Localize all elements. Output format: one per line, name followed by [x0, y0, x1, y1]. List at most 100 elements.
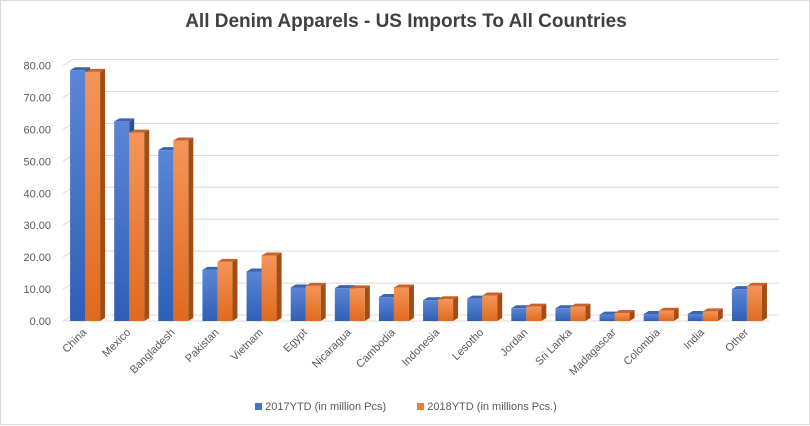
bar-top	[217, 258, 238, 262]
x-tick-label: Mexico	[100, 327, 133, 360]
y-tick-label: 40.00	[23, 188, 51, 200]
bar-side	[585, 303, 591, 321]
bar-top	[526, 303, 547, 307]
x-tick-label: Jordan	[498, 327, 530, 359]
bar-2018-india	[702, 311, 718, 321]
bar-2018-egypt	[305, 285, 321, 321]
bar-top	[349, 285, 370, 289]
bar-2017-lesotho	[467, 298, 483, 321]
bar-top	[114, 118, 135, 122]
bar-side	[364, 285, 370, 321]
bar-top	[261, 252, 282, 256]
bar-2018-colombia	[658, 310, 674, 321]
bar-2018-madagascar	[614, 313, 630, 321]
bar-top	[746, 282, 767, 286]
bar-2017-madagascar	[599, 314, 615, 321]
x-tick-label: Pakistan	[183, 327, 221, 365]
bar-2017-colombia	[643, 313, 659, 321]
bar-2017-cambodia	[378, 297, 394, 321]
x-tick-label: Madagascar	[567, 326, 619, 378]
bar-2017-bangladesh	[158, 150, 174, 321]
bar-top	[393, 284, 414, 288]
bar-2017-indonesia	[423, 300, 439, 321]
bar-side	[497, 292, 503, 321]
x-tick-label: India	[682, 326, 708, 352]
bar-2017-vietnam	[246, 271, 262, 321]
gridline-diagonal	[62, 59, 74, 66]
x-tick-label: Cambodia	[354, 326, 399, 371]
bar-2017-sri-lanka	[555, 308, 571, 321]
bar-2018-bangladesh	[173, 140, 189, 321]
bar-top	[305, 282, 326, 286]
bar-side	[232, 258, 238, 321]
y-tick-label: 30.00	[23, 220, 51, 232]
legend-item-2017: 2017YTD (in million Pcs)	[255, 401, 386, 413]
bar-side	[453, 296, 459, 321]
legend-item-2018: 2018YTD (in millions Pcs.)	[417, 401, 557, 413]
x-tick-label: Bangladesh	[128, 327, 178, 377]
bar-side	[629, 310, 635, 321]
bar-2018-cambodia	[393, 287, 409, 321]
bar-top	[702, 308, 723, 312]
legend: 2017YTD (in million Pcs) 2018YTD (in mil…	[1, 401, 810, 413]
legend-label: 2017YTD (in million Pcs)	[265, 401, 387, 413]
bar-2018-pakistan	[217, 261, 233, 321]
bar-top	[129, 129, 150, 133]
bar-top	[482, 292, 503, 296]
bar-top	[658, 307, 679, 311]
bar-2017-pakistan	[202, 269, 218, 321]
bar-2018-indonesia	[438, 299, 454, 321]
legend-swatch-2018	[417, 403, 425, 410]
bar-side	[408, 284, 414, 321]
bar-side	[541, 303, 547, 321]
bar-2017-other	[731, 289, 747, 321]
y-tick-label: 20.00	[23, 252, 51, 264]
y-tick-label: 10.00	[23, 284, 51, 296]
bar-2018-vietnam	[261, 255, 277, 321]
x-tick-label: Egypt	[281, 327, 309, 355]
bar-2017-india	[687, 313, 703, 321]
bar-2017-mexico	[114, 121, 130, 321]
bar-side	[320, 282, 326, 321]
y-tick-label: 0.00	[30, 316, 51, 328]
bar-top	[570, 303, 591, 307]
x-tick-label: China	[60, 326, 89, 355]
bar-2017-jordan	[511, 308, 527, 321]
x-tick-label: Indonesia	[400, 326, 443, 369]
bar-2018-mexico	[129, 132, 145, 321]
y-tick-label: 50.00	[23, 156, 51, 168]
x-tick-label: Colombia	[621, 326, 663, 368]
legend-swatch-2017	[255, 403, 263, 410]
bar-top	[334, 285, 355, 289]
bar-side	[144, 129, 150, 321]
bar-top	[173, 137, 194, 141]
x-tick-label: Nicaragua	[310, 326, 355, 371]
bar-2017-nicaragua	[334, 288, 350, 321]
chart-title: All Denim Apparels - US Imports To All C…	[185, 11, 627, 32]
bar-top	[614, 310, 635, 314]
bar-2017-china	[70, 70, 86, 322]
y-tick-label: 70.00	[23, 92, 51, 104]
bar-top	[85, 68, 106, 72]
bar-side	[276, 252, 282, 321]
x-tick-label: Lesotho	[450, 327, 486, 363]
y-tick-label: 60.00	[23, 124, 51, 136]
bar-side	[761, 282, 767, 321]
bar-top	[438, 296, 459, 300]
legend-label: 2018YTD (in millions Pcs.)	[427, 401, 557, 413]
x-tick-label: Vietnam	[229, 327, 266, 364]
x-tick-label: Sri Lanka	[533, 326, 575, 368]
bar-side	[100, 68, 106, 321]
bar-2018-sri-lanka	[570, 306, 586, 321]
bar-2018-nicaragua	[349, 288, 365, 321]
bar-2018-jordan	[526, 306, 542, 321]
bar-side	[673, 307, 679, 321]
bar-2018-other	[746, 285, 762, 321]
bar-2018-china	[85, 71, 101, 321]
bar-side	[188, 137, 194, 321]
bar-side	[717, 308, 723, 321]
bar-top	[70, 67, 91, 71]
bar-2017-egypt	[290, 287, 306, 321]
